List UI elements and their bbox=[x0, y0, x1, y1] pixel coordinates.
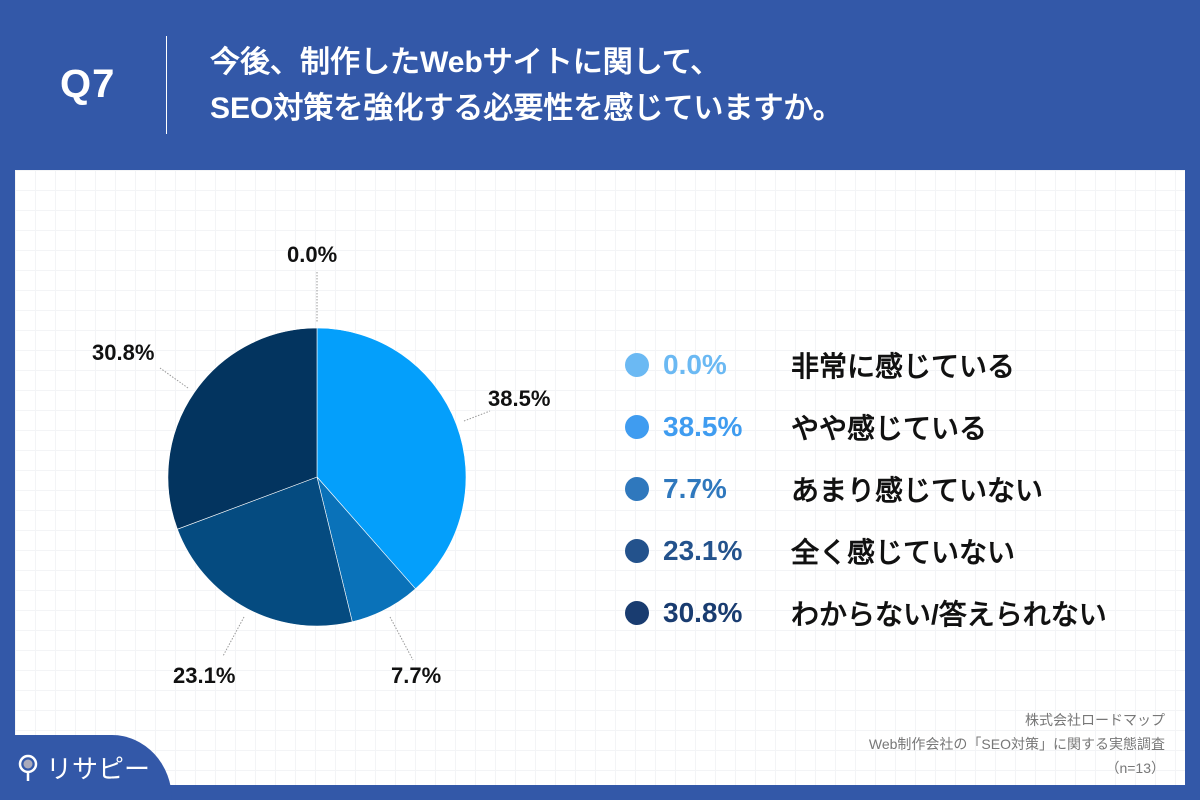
pin-icon bbox=[18, 754, 38, 781]
leader-lines bbox=[159, 272, 491, 661]
header-divider bbox=[166, 36, 167, 134]
legend-item: 38.5% やや感じている bbox=[625, 396, 1107, 458]
pie-slice-unknown bbox=[167, 327, 318, 530]
logo-text: リサピー bbox=[46, 754, 151, 784]
legend-dot-icon bbox=[625, 601, 649, 625]
legend-pct: 30.8% bbox=[663, 597, 743, 628]
pie-label-very: 0.0% bbox=[287, 242, 338, 267]
pie-slices bbox=[167, 327, 467, 627]
question-title-line1: 今後、制作したWebサイトに関して、 bbox=[210, 46, 721, 79]
legend-dot-icon bbox=[625, 477, 649, 501]
legend-item: 30.8% わからない/答えられない bbox=[625, 582, 1107, 644]
legend-label: 全く感じていない bbox=[791, 537, 1016, 568]
legend-label: わからない/答えられない bbox=[791, 599, 1107, 630]
pie-slice-not-at-all bbox=[177, 476, 353, 627]
legend-dot-icon bbox=[625, 353, 649, 377]
legend-dot-icon bbox=[625, 415, 649, 439]
source-note: 株式会社ロードマップ Web制作会社の「SEO対策」に関する実態調査 （n=13… bbox=[869, 708, 1165, 780]
pie-label-somewhat: 38.5% bbox=[488, 386, 551, 411]
pie-slice-somewhat bbox=[316, 327, 467, 590]
legend-label: あまり感じていない bbox=[791, 475, 1044, 506]
legend-item: 7.7% あまり感じていない bbox=[625, 458, 1107, 520]
pie-label-not-much: 7.7% bbox=[391, 663, 442, 688]
header: Q7 今後、制作したWebサイトに関して、 SEO対策を強化する必要性を感じてい… bbox=[0, 0, 1200, 170]
pie-label-unknown: 30.8% bbox=[92, 340, 155, 365]
source-company: 株式会社ロードマップ bbox=[1025, 712, 1165, 728]
legend-item: 0.0% 非常に感じている bbox=[625, 334, 1107, 396]
legend-pct: 23.1% bbox=[663, 535, 743, 566]
legend: 0.0% 非常に感じている 38.5% やや感じている 7.7% あまり感じてい… bbox=[625, 334, 1107, 644]
legend-dot-icon bbox=[625, 539, 649, 563]
legend-label: 非常に感じている bbox=[791, 351, 1016, 382]
source-sample: （n=13） bbox=[1105, 760, 1165, 776]
question-title-line2: SEO対策を強化する必要性を感じていますか。 bbox=[210, 92, 843, 125]
legend-pct: 38.5% bbox=[663, 411, 743, 442]
logo: リサピー bbox=[18, 749, 150, 786]
source-survey: Web制作会社の「SEO対策」に関する実態調査 bbox=[868, 736, 1165, 752]
legend-item: 23.1% 全く感じていない bbox=[625, 520, 1107, 582]
question-number: Q7 bbox=[60, 62, 116, 106]
legend-label: やや感じている bbox=[791, 413, 988, 444]
legend-pct: 7.7% bbox=[663, 473, 727, 504]
question-title: 今後、制作したWebサイトに関して、 SEO対策を強化する必要性を感じていますか… bbox=[210, 40, 843, 132]
pie-label-not-at-all: 23.1% bbox=[173, 663, 236, 688]
legend-pct: 0.0% bbox=[663, 349, 727, 380]
